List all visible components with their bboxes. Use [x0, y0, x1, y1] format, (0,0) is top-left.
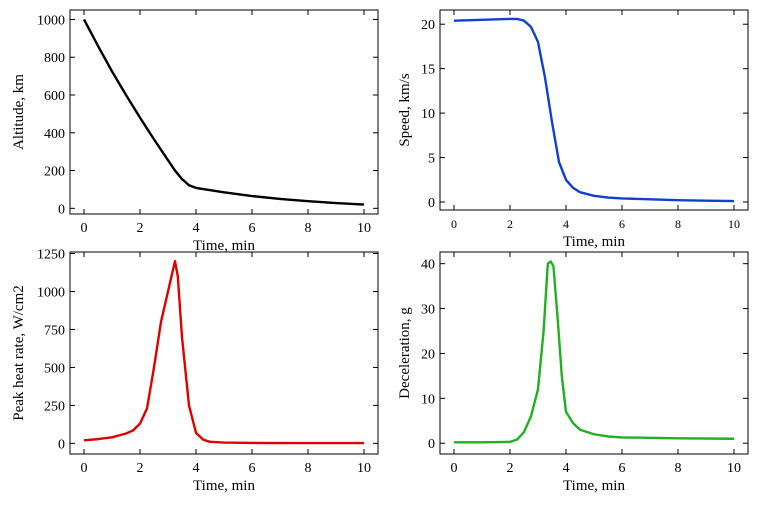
axes-frame: [439, 9, 749, 211]
y-tick-label: 250: [44, 399, 65, 414]
y-tick-label: 800: [44, 51, 65, 66]
x-tick-label: 6: [249, 221, 256, 236]
y-tick-label: 5: [428, 152, 435, 167]
data-line: [453, 17, 735, 203]
x-axis-label: Time, min: [193, 478, 255, 494]
y-tick-label: 1000: [37, 285, 65, 300]
y-tick-label: 500: [44, 361, 65, 376]
y-tick-label: 0: [428, 196, 435, 211]
x-tick-label: 2: [137, 221, 144, 236]
data-line: [82, 18, 365, 206]
x-axis-label: Time, min: [563, 234, 625, 250]
x-tick-label: 8: [305, 221, 312, 236]
x-tick-label: 10: [728, 217, 740, 231]
x-tick-label: 10: [357, 221, 371, 236]
x-tick-label: 0: [81, 461, 88, 476]
y-tick-label: 750: [44, 323, 65, 338]
y-tick-label: 30: [421, 303, 435, 318]
y-tick-label: 0: [58, 202, 65, 217]
x-axis-label: Time, min: [563, 478, 625, 494]
y-tick-label: 200: [44, 165, 65, 180]
x-tick-label: 2: [507, 217, 513, 231]
y-tick-label: 600: [44, 89, 65, 104]
data-line: [454, 260, 735, 444]
x-tick-label: 0: [451, 461, 458, 476]
y-tick-label: 15: [421, 63, 435, 78]
y-tick-label: 0: [58, 437, 65, 452]
x-tick-label: 8: [675, 461, 682, 476]
y-tick-label: 40: [421, 258, 435, 273]
y-tick-label: 1250: [37, 248, 65, 263]
y-tick-label: 10: [421, 392, 435, 407]
y-tick-label: 1000: [37, 13, 65, 28]
x-tick-label: 8: [305, 461, 312, 476]
x-tick-label: 4: [193, 221, 200, 236]
y-axis-label: Speed, km/s: [397, 73, 413, 146]
y-axis-label: Deceleration, g: [397, 307, 413, 399]
x-tick-label: 6: [619, 461, 626, 476]
x-tick-label: 10: [727, 461, 741, 476]
y-axis-label: Peak heat rate, W/cm2: [11, 285, 27, 421]
x-tick-label: 0: [81, 221, 88, 236]
x-axis-label: Time, min: [193, 238, 255, 254]
y-tick-label: 0: [428, 437, 435, 452]
axes-frame: [439, 251, 749, 455]
x-tick-label: 6: [249, 461, 256, 476]
x-tick-label: 0: [451, 217, 457, 231]
x-tick-label: 2: [137, 461, 144, 476]
data-line: [83, 259, 364, 445]
y-axis-label: Altitude, km: [11, 74, 27, 150]
y-tick-label: 10: [421, 107, 435, 122]
x-tick-label: 4: [563, 217, 569, 231]
x-tick-label: 10: [357, 461, 371, 476]
x-tick-label: 6: [619, 217, 625, 231]
axes-frame: [69, 251, 379, 455]
y-tick-label: 20: [421, 347, 435, 362]
y-tick-label: 400: [44, 127, 65, 142]
axes-frame: [69, 9, 379, 215]
y-tick-label: 20: [421, 18, 435, 33]
x-tick-label: 4: [563, 461, 570, 476]
x-tick-label: 4: [193, 461, 200, 476]
x-tick-label: 8: [675, 217, 681, 231]
x-tick-label: 2: [507, 461, 514, 476]
